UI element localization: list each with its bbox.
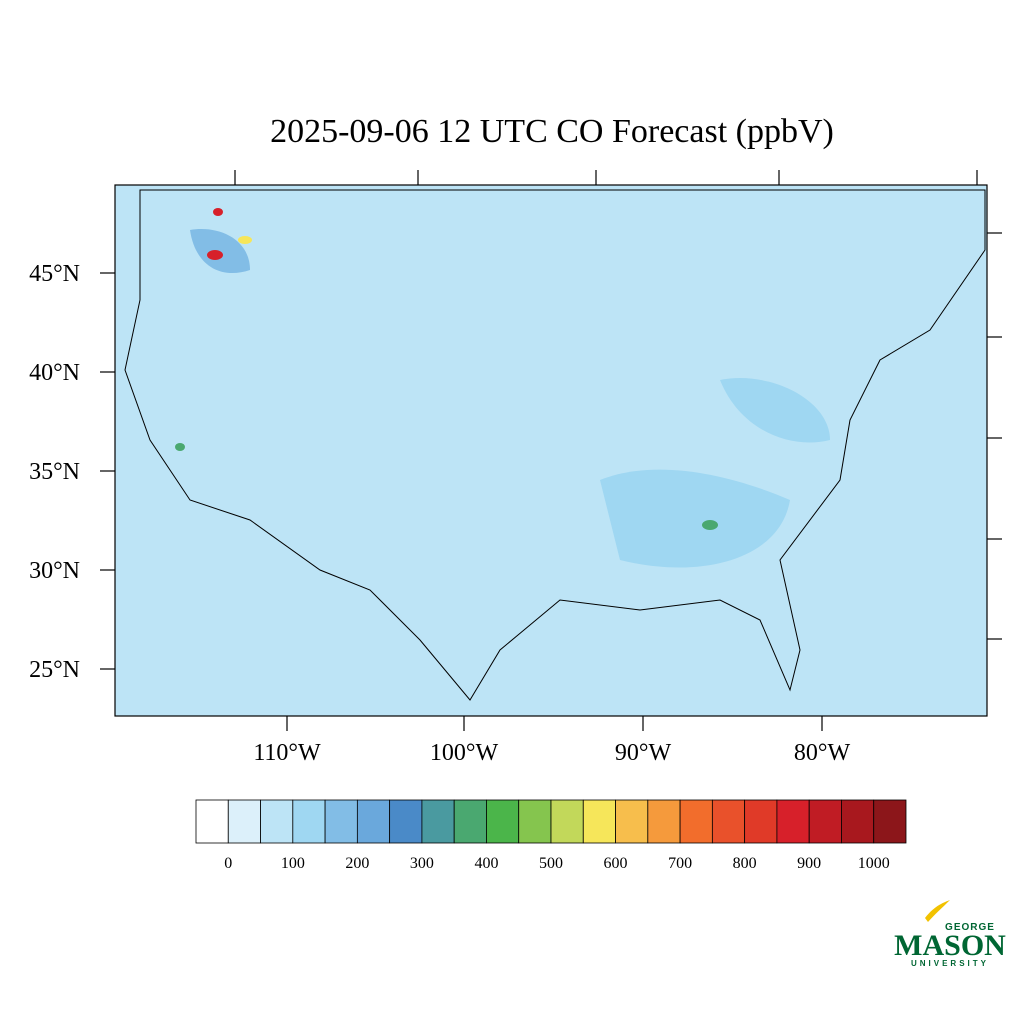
lat-label: 45°N [29,261,80,287]
colorbar-label: 400 [474,855,498,872]
plume [720,378,830,443]
colorbar-box [841,799,875,844]
lon-label: 100°W [430,740,499,766]
colorbar-box [453,799,487,844]
colorbar-label: 300 [410,855,434,872]
colorbar-box [195,799,229,844]
logo-name: MASON [894,929,1006,962]
lat-label: 40°N [29,360,80,386]
colorbar-box [324,799,358,844]
colorbar-box [227,799,261,844]
colorbar-box [260,799,294,844]
colorbar-label: 600 [604,855,628,872]
colorbar-box [518,799,552,844]
plume [207,250,223,260]
logo-top: GEORGE [945,922,995,933]
plume [175,443,185,451]
lon-label: 110°W [253,740,321,766]
map: 45°N 40°N 35°N 30°N 25°N 110°W 100°W 90°… [29,170,1002,766]
colorbar-box [356,799,391,844]
plume [702,520,718,530]
colorbar-box [873,799,907,844]
colorbar-box [582,799,616,844]
colorbar-box [711,799,746,844]
lat-label: 35°N [29,459,80,485]
lat-labels: 45°N 40°N 35°N 30°N 25°N [29,261,80,683]
map-frame [114,184,988,717]
colorbar-box [808,799,842,844]
lat-label: 25°N [29,657,80,683]
colorbar-label: 100 [281,855,305,872]
colorbar-box [647,799,681,844]
colorbar-box [421,799,455,844]
colorbar-box [744,799,778,844]
plume [213,208,223,216]
logo: GEORGE MASON UNIVERSITY [894,900,1006,968]
colorbar-box [550,799,584,844]
colorbar-label: 900 [797,855,821,872]
colorbar-label: 800 [733,855,757,872]
map-background [115,185,987,716]
colorbar-box [615,799,649,844]
ticks [100,170,1002,731]
colorbar-box [486,799,520,844]
lon-label: 90°W [615,740,672,766]
colorbar-label: 700 [668,855,692,872]
colorbar-box [292,799,326,844]
lon-label: 80°W [794,740,851,766]
lon-labels: 110°W 100°W 90°W 80°W [253,740,850,766]
colorbar: 0 100 200 300 400 500 600 700 800 900 1000 [195,799,907,872]
colorbar-label: 0 [224,855,232,872]
logo-bottom: UNIVERSITY [911,959,989,968]
colorbar-label: 1000 [858,855,890,872]
colorbar-box [679,799,713,844]
plume [600,469,790,568]
colorbar-box [389,799,423,844]
lat-label: 30°N [29,558,80,584]
coastline [124,189,986,701]
colorbar-label: 500 [539,855,563,872]
plume [238,236,252,244]
colorbar-box [776,799,810,844]
title: 2025-09-06 12 UTC CO Forecast (ppbV) [270,113,834,150]
colorbar-label: 200 [345,855,369,872]
plume [190,229,250,274]
